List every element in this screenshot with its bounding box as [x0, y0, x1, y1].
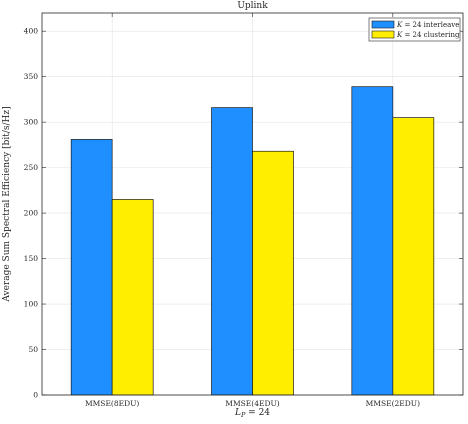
y-tick-label: 400 — [24, 27, 39, 36]
legend-label: K = 24 clustering — [396, 31, 460, 39]
bar-mmse-8edu--series-2 — [111, 199, 154, 396]
legend-label: K = 24 interleave — [396, 21, 459, 29]
bar-mmse-4edu--series-2 — [252, 150, 294, 396]
x-category-label: MMSE(4EDU) — [225, 399, 279, 408]
bar-mmse-2edu--series-2 — [392, 117, 435, 396]
legend-swatch — [371, 20, 395, 29]
legend-swatch — [371, 30, 395, 39]
y-tick-label: 50 — [28, 345, 38, 354]
chart-title: Uplink — [237, 1, 268, 11]
y-tick-label: 150 — [24, 254, 39, 263]
bar-mmse-4edu--series-1 — [211, 107, 253, 396]
bars-layer — [70, 86, 435, 396]
x-axis-label: LP = 24 — [234, 408, 270, 419]
ticks-layer: 0 50 100 150 200 250 300 350 400 MMSE(8EDU) MMSE(4… — [24, 13, 463, 408]
bar-mmse-8edu--series-1 — [70, 139, 113, 396]
y-tick-label: 300 — [24, 118, 39, 127]
y-tick-label: 350 — [24, 72, 39, 81]
y-axis-label: Average Sum Spectral Efficiency [bit/s/H… — [2, 106, 12, 302]
x-category-label: MMSE(8EDU) — [85, 399, 139, 408]
y-tick-label: 250 — [24, 163, 39, 172]
y-tick-label: 100 — [24, 300, 39, 309]
bar-mmse-2edu--series-1 — [351, 86, 394, 396]
y-tick-label: 200 — [24, 209, 39, 218]
y-tick-label: 0 — [33, 391, 38, 400]
legend: K = 24 interleave K = 24 clustering — [368, 17, 461, 42]
x-category-label: MMSE(2EDU) — [366, 399, 420, 408]
